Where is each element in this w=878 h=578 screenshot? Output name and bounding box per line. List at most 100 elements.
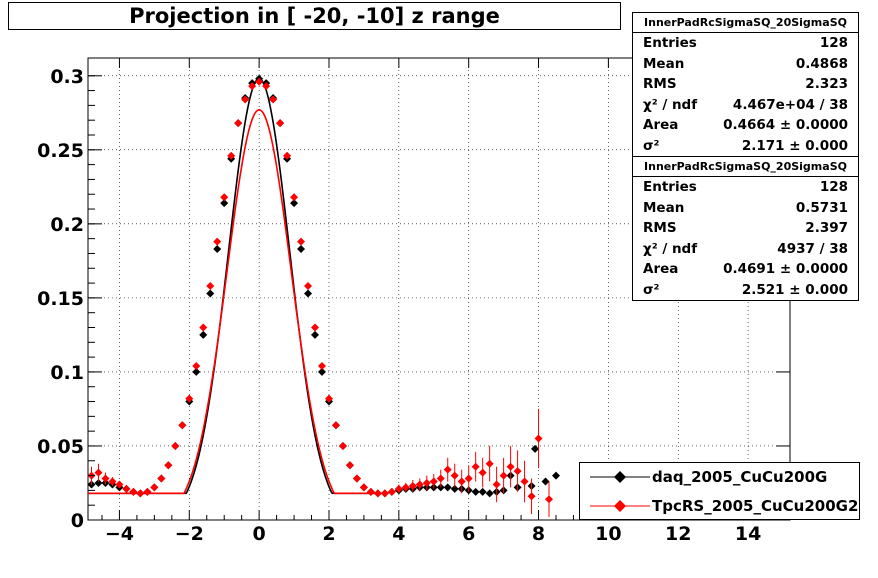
stats-row-chi2: χ² / ndf 4.467e+04 / 38 <box>633 95 858 116</box>
data-point <box>534 434 543 443</box>
x-tick-label: 2 <box>322 523 335 545</box>
stats-row-entries: Entries 128 <box>633 177 858 198</box>
x-tick-label: 14 <box>735 523 761 545</box>
y-tick-label: 0.2 <box>50 214 84 236</box>
data-point <box>234 119 243 128</box>
legend-entry-tpcrs: TpcRS_2005_CuCu200G2 <box>580 492 859 520</box>
stats-row-rms: RMS 2.323 <box>633 74 858 95</box>
data-point <box>101 474 110 483</box>
data-point <box>387 487 396 496</box>
stats-row-entries: Entries 128 <box>633 33 858 54</box>
data-point <box>206 282 215 291</box>
x-tick-label: 6 <box>462 523 475 545</box>
data-point <box>552 471 560 480</box>
stats-value: 0.4868 <box>795 55 848 72</box>
stats-key: χ² / ndf <box>643 96 698 113</box>
data-point <box>499 471 508 480</box>
data-point <box>541 477 550 486</box>
data-point <box>227 151 236 160</box>
stats-row-sigma2: σ² 2.171 ± 0.000 <box>633 136 858 157</box>
data-point <box>311 323 320 332</box>
stats-row-mean: Mean 0.5731 <box>633 198 858 219</box>
stats-value: 2.323 <box>805 76 848 93</box>
data-point <box>122 484 131 493</box>
data-point <box>290 199 299 208</box>
data-point <box>513 467 522 476</box>
data-point <box>276 119 285 128</box>
stats-value: 4937 / 38 <box>777 240 848 257</box>
data-point <box>262 82 271 91</box>
y-tick-label: 0.05 <box>37 436 84 458</box>
data-point <box>290 193 299 202</box>
data-point <box>192 367 201 376</box>
data-point <box>450 484 459 493</box>
data-point <box>457 477 466 486</box>
data-point <box>241 95 250 104</box>
data-point <box>471 462 480 471</box>
data-point <box>311 330 320 339</box>
stats-row-rms: RMS 2.397 <box>633 218 858 239</box>
data-point <box>422 478 431 487</box>
data-point <box>401 483 410 492</box>
data-point <box>520 477 529 486</box>
stats-row-sigma2: σ² 2.521 ± 0.000 <box>633 280 858 301</box>
stats-value: 2.521 ± 0.000 <box>741 281 848 298</box>
data-point <box>485 489 494 498</box>
stats-key: σ² <box>643 137 660 154</box>
stats-key: RMS <box>643 220 677 237</box>
data-point <box>324 394 333 403</box>
data-point <box>331 421 340 430</box>
stats-value: 0.5731 <box>795 199 848 216</box>
chart-title: Projection in [ -20, -10] z range <box>8 2 621 30</box>
data-point <box>450 471 459 480</box>
data-point <box>345 461 354 470</box>
data-point <box>136 489 145 498</box>
data-point <box>297 245 306 254</box>
stats-key: Area <box>643 261 679 278</box>
data-point <box>492 480 501 489</box>
stats-row-mean: Mean 0.4868 <box>633 54 858 75</box>
x-tick-label: 8 <box>532 523 545 545</box>
stats-value: 2.171 ± 0.000 <box>741 137 848 154</box>
x-axis-ticks: −4 −2 0 2 4 6 8 10 12 14 <box>101 58 767 545</box>
legend-marker-black-icon <box>590 471 650 483</box>
data-point <box>192 362 201 370</box>
data-point <box>220 199 229 208</box>
x-tick-label: 4 <box>392 523 405 545</box>
data-point <box>443 483 452 492</box>
data-point <box>506 462 515 471</box>
stats-box-daq: InnerPadRcSigmaSQ_20SigmaSQ Entries 128 M… <box>632 12 859 157</box>
data-point <box>297 237 306 246</box>
data-point <box>185 394 194 403</box>
data-point <box>478 468 487 477</box>
data-point <box>373 489 382 498</box>
data-point <box>199 323 208 332</box>
data-point <box>143 487 152 496</box>
data-point <box>248 82 257 91</box>
stats-value: 0.4664 ± 0.0000 <box>723 117 848 134</box>
legend-marker-red-icon <box>590 500 650 512</box>
data-point <box>213 237 222 246</box>
data-point <box>199 330 208 339</box>
data-point <box>108 477 117 486</box>
data-point <box>359 483 368 492</box>
stats-key: σ² <box>643 281 660 298</box>
data-point <box>415 480 424 489</box>
data-point <box>150 483 159 492</box>
stats-key: Mean <box>643 55 685 72</box>
data-point <box>94 468 103 477</box>
stats-row-chi2: χ² / ndf 4937 / 38 <box>633 239 858 260</box>
data-point <box>269 95 278 104</box>
data-point <box>443 465 452 474</box>
legend-label: TpcRS_2005_CuCu200G2 <box>652 497 859 515</box>
y-tick-label: 0.1 <box>50 362 84 384</box>
data-point <box>478 487 487 496</box>
data-point <box>471 487 480 496</box>
data-point <box>94 478 103 487</box>
stats-header: InnerPadRcSigmaSQ_20SigmaSQ <box>633 157 858 177</box>
stats-value: 128 <box>819 35 848 51</box>
data-point <box>220 193 229 202</box>
stats-value: 4.467e+04 / 38 <box>732 96 848 113</box>
stats-header: InnerPadRcSigmaSQ_20SigmaSQ <box>633 13 858 33</box>
data-point <box>436 474 445 483</box>
